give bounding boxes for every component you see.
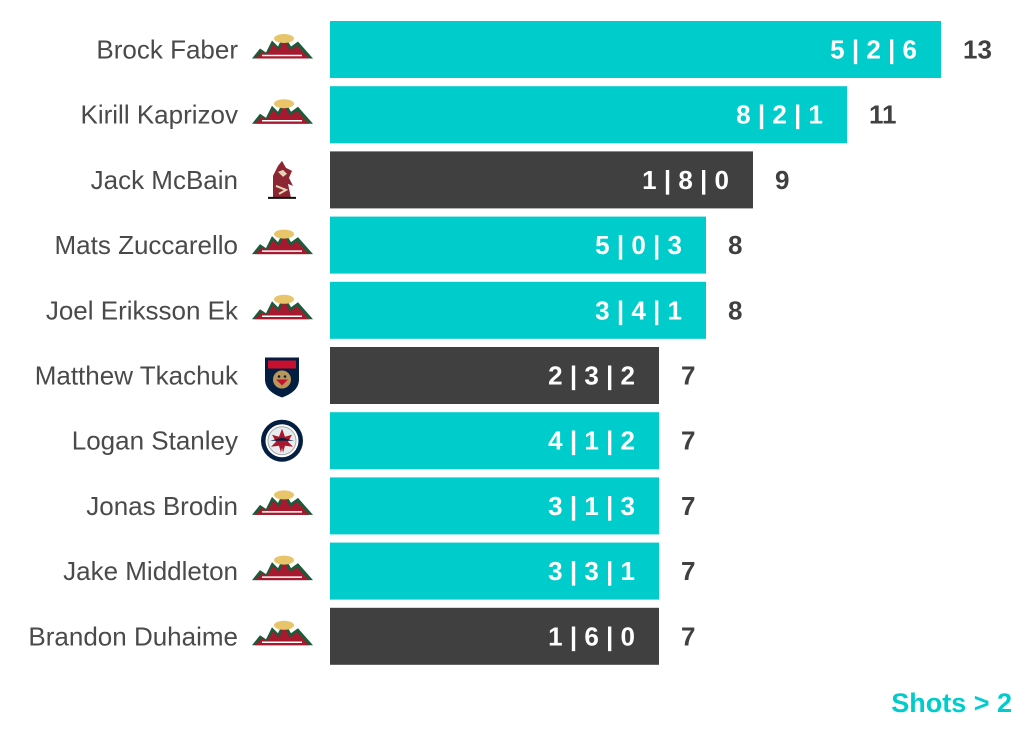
bar-row: Jonas Brodin 3 | 1 | 3 7 (86, 477, 695, 535)
bar (330, 281, 706, 339)
bar-row: Mats Zuccarello 5 | 0 | 3 8 (55, 216, 742, 274)
player-name: Matthew Tkachuk (35, 361, 239, 391)
bar-data-label: 8 | 2 | 1 (736, 100, 823, 130)
arizona-coyotes-logo-icon (267, 159, 297, 199)
bar-total-label: 7 (681, 621, 695, 651)
bar (330, 21, 941, 78)
bar-row: Logan Stanley 4 | 1 | 2 7 (72, 412, 695, 470)
player-name: Brandon Duhaime (28, 621, 238, 651)
florida-panthers-logo-icon (265, 357, 299, 398)
bar (330, 347, 659, 404)
player-name: Joel Eriksson Ek (46, 295, 239, 325)
bar-data-label: 3 | 4 | 1 (595, 295, 682, 325)
bar-row: Jake Middleton 3 | 3 | 1 7 (63, 542, 695, 600)
minnesota-wild-logo-icon (251, 98, 314, 125)
bar-data-label: 1 | 6 | 0 (548, 621, 635, 651)
bar-total-label: 8 (728, 295, 742, 325)
bar-data-label: 5 | 2 | 6 (830, 35, 917, 65)
minnesota-wild-logo-icon (251, 554, 314, 581)
bar-row: Matthew Tkachuk 2 | 3 | 2 7 (35, 347, 695, 404)
bar (330, 607, 659, 665)
bar-total-label: 7 (681, 491, 695, 521)
bar-total-label: 13 (963, 35, 992, 65)
bar-row: Brock Faber 5 | 2 | 6 13 (96, 21, 992, 78)
bar-total-label: 11 (869, 100, 897, 130)
bar-total-label: 7 (681, 426, 695, 456)
bar (330, 477, 659, 535)
bar-data-label: 3 | 1 | 3 (548, 491, 635, 521)
bar (330, 86, 847, 144)
minnesota-wild-logo-icon (251, 620, 314, 647)
player-name: Mats Zuccarello (55, 230, 239, 260)
bar-data-label: 5 | 0 | 3 (595, 230, 682, 260)
minnesota-wild-logo-icon (251, 294, 314, 321)
player-name: Brock Faber (96, 35, 238, 65)
bar-data-label: 4 | 1 | 2 (548, 426, 635, 456)
bar-total-label: 9 (775, 165, 789, 195)
player-name: Jack McBain (91, 165, 238, 195)
bar-row: Joel Eriksson Ek 3 | 4 | 1 8 (46, 281, 742, 339)
player-name: Kirill Kaprizov (81, 100, 239, 130)
minnesota-wild-logo-icon (251, 489, 314, 516)
bar (330, 412, 659, 470)
bar (330, 542, 659, 600)
player-name: Jake Middleton (63, 556, 238, 586)
bar-row: Kirill Kaprizov 8 | 2 | 1 11 (81, 86, 897, 144)
minnesota-wild-logo-icon (251, 33, 314, 60)
minnesota-wild-logo-icon (251, 228, 314, 255)
player-name: Logan Stanley (72, 426, 238, 456)
chart-footnote: Shots > 2 (891, 688, 1012, 718)
bar (330, 216, 706, 274)
bar-total-label: 7 (681, 556, 695, 586)
bar-data-label: 1 | 8 | 0 (642, 165, 729, 195)
bar-row: Brandon Duhaime 1 | 6 | 0 7 (28, 607, 695, 665)
bar (330, 151, 753, 209)
player-name: Jonas Brodin (86, 491, 238, 521)
bar-row: Jack McBain 1 | 8 | 0 9 (91, 151, 789, 209)
bar-data-label: 3 | 3 | 1 (548, 556, 635, 586)
bar-total-label: 7 (681, 361, 695, 391)
winnipeg-jets-logo-icon (260, 419, 304, 463)
bar-total-label: 8 (728, 230, 742, 260)
bar-data-label: 2 | 3 | 2 (548, 361, 635, 391)
